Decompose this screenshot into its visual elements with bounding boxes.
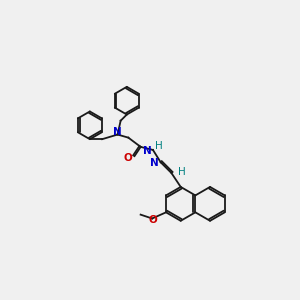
Text: O: O (123, 153, 132, 163)
Text: N: N (143, 146, 152, 156)
Text: N: N (113, 127, 122, 137)
Text: H: H (155, 141, 163, 151)
Text: N: N (150, 158, 159, 168)
Text: H: H (178, 167, 185, 177)
Text: O: O (148, 215, 157, 225)
